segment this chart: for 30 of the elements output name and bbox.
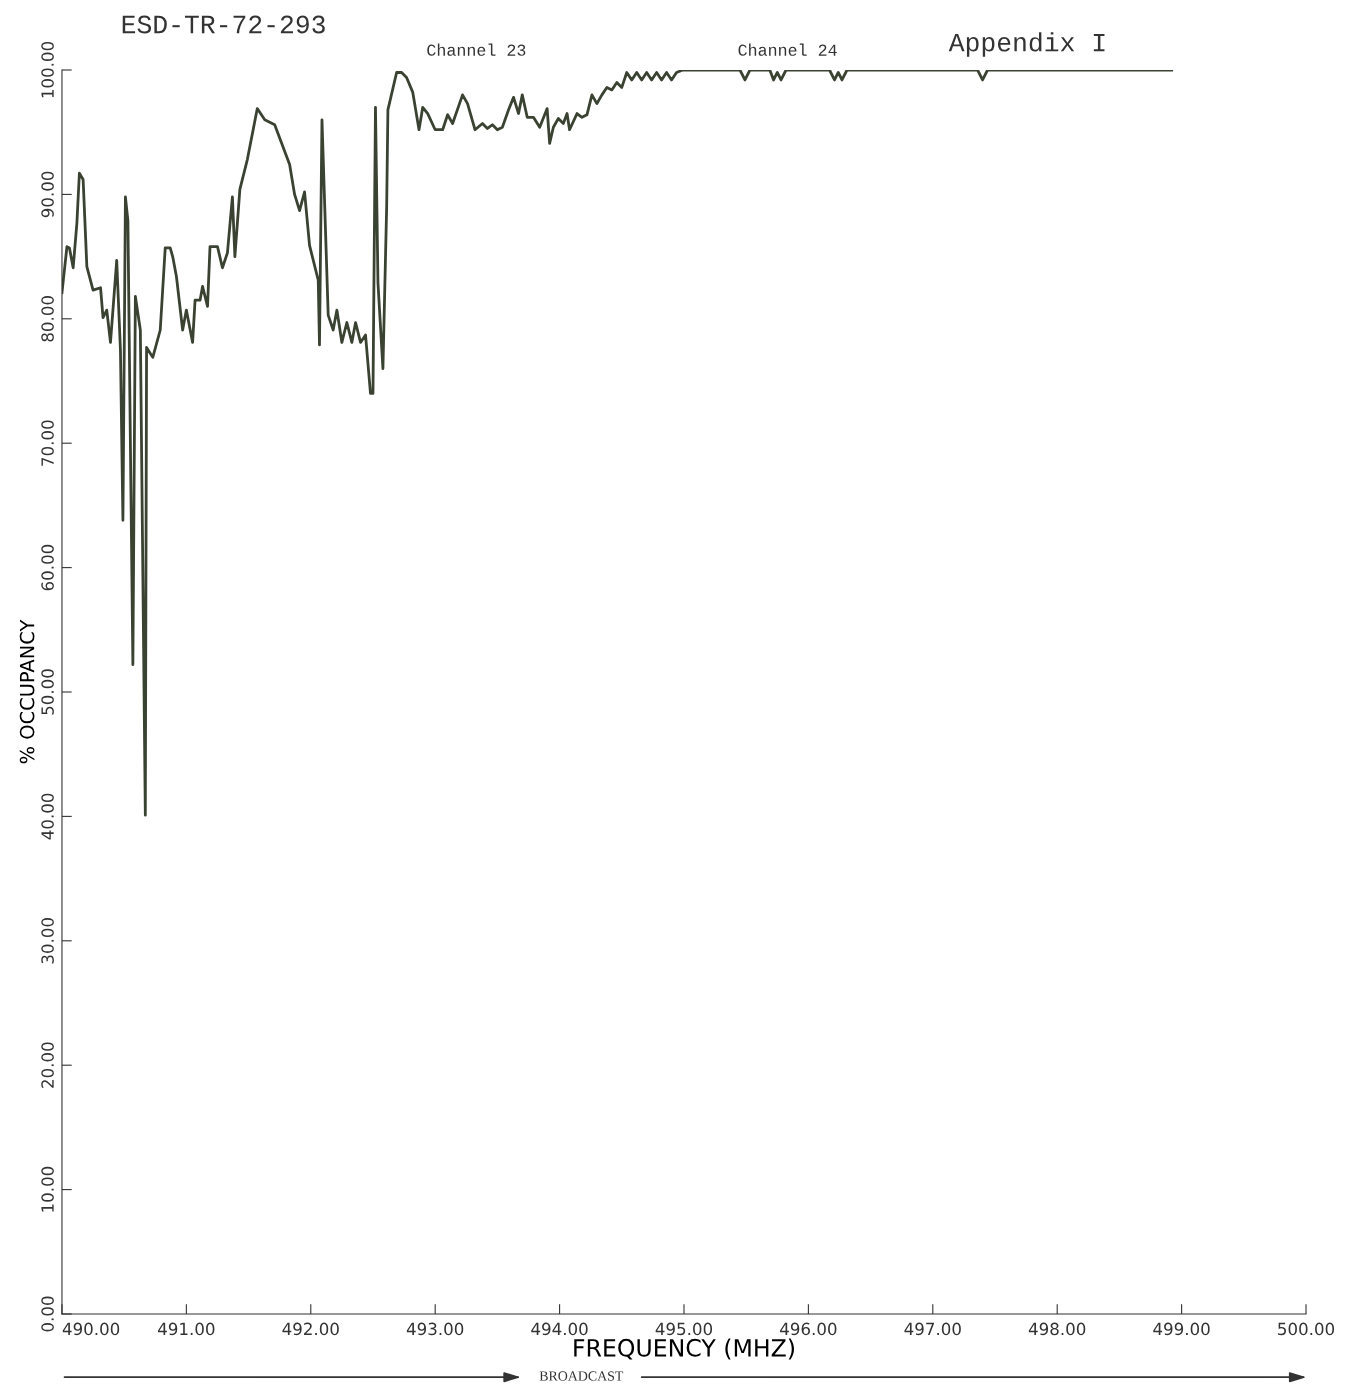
text: ESD-TR-72-293: [122, 15, 325, 34]
x-tick-label: 490.00: [62, 1322, 120, 1336]
x-tick-label: 491.00: [158, 1322, 215, 1336]
x-tick-label: 499.00: [1153, 1322, 1210, 1336]
y-tick-label: 70.00: [41, 420, 54, 466]
text: Channel 23: [427, 43, 526, 56]
x-tick-label: 492.00: [282, 1322, 339, 1336]
line-series: [61, 70, 1174, 817]
x-tick-label: 493.00: [406, 1322, 464, 1336]
x-tick-label: 498.00: [1028, 1322, 1086, 1336]
y-tick-label: 10.00: [41, 1166, 54, 1212]
y-axis-title: % OCCUPANCY: [19, 619, 35, 764]
y-tick-label: 0.00: [41, 1296, 54, 1332]
x-tick-label: 497.00: [904, 1322, 961, 1336]
x-tick-label: 500.00: [1278, 1322, 1335, 1336]
y-tick-label: 20.00: [41, 1042, 54, 1088]
text: Channel 24: [738, 43, 837, 56]
text: BROADCAST: [539, 1371, 624, 1381]
x-axis-title: FREQUENCY (MHZ): [574, 1338, 794, 1360]
y-tick-label: 50.00: [41, 669, 54, 715]
x-tick-label: 495.00: [655, 1322, 713, 1336]
y-tick-label: 90.00: [41, 171, 54, 218]
x-tick-label: 496.00: [780, 1322, 837, 1336]
y-tick-label: 80.00: [41, 296, 54, 342]
y-tick-label: 30.00: [41, 918, 54, 964]
y-tick-label: 60.00: [41, 544, 54, 591]
text: Appendix I: [948, 32, 1105, 57]
y-tick-label: 100.00: [41, 41, 54, 98]
x-tick-label: 494.00: [531, 1322, 588, 1336]
y-tick-label: 40.00: [41, 793, 54, 840]
